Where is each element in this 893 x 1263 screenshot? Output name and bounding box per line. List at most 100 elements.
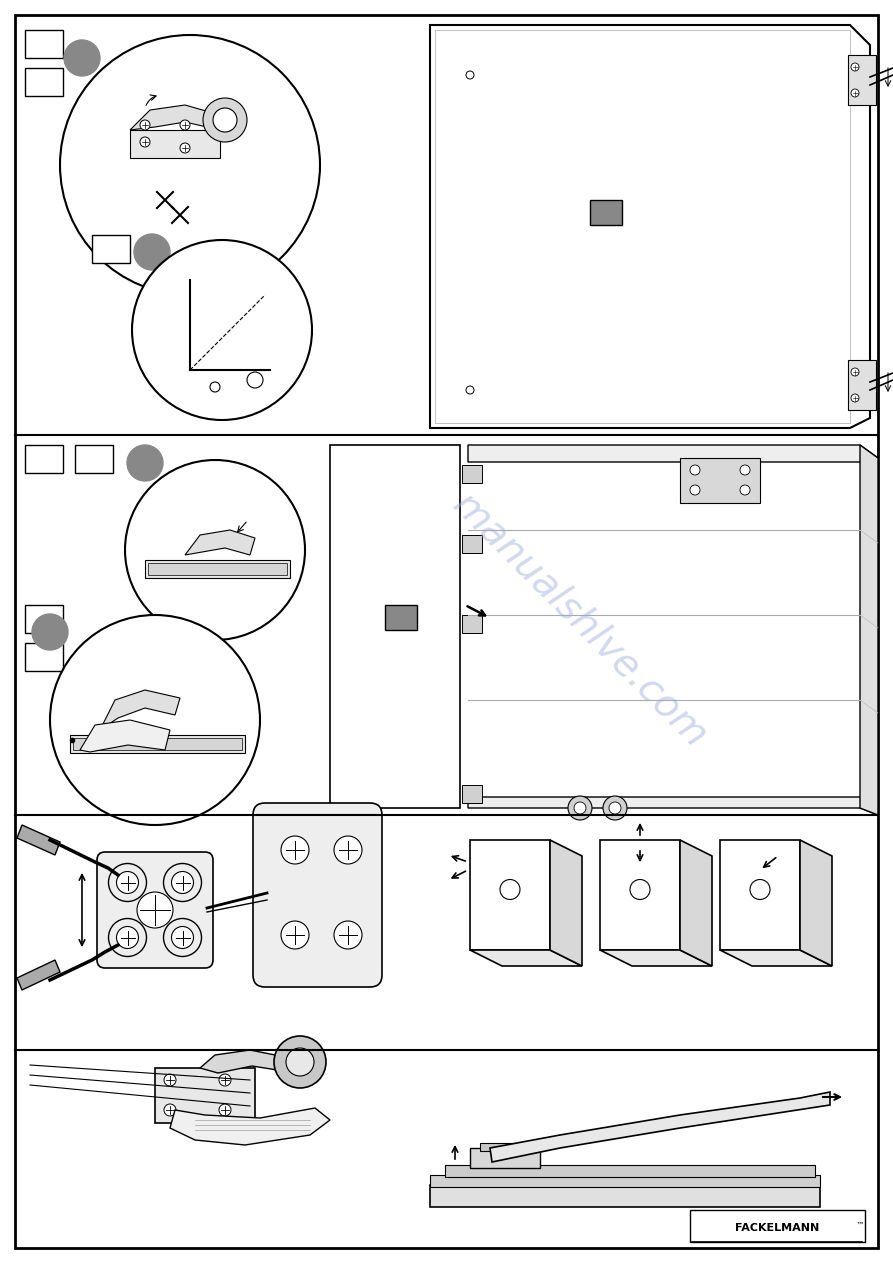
Bar [92, 235, 130, 263]
Circle shape [219, 1104, 231, 1116]
Polygon shape [550, 840, 582, 966]
FancyBboxPatch shape [253, 803, 382, 986]
Circle shape [740, 485, 750, 495]
Circle shape [64, 40, 100, 76]
Bar [25, 445, 63, 474]
Circle shape [213, 109, 237, 133]
Bar [462, 615, 482, 633]
Bar [470, 1148, 540, 1168]
Bar [590, 200, 622, 225]
Circle shape [171, 871, 194, 893]
Circle shape [603, 796, 627, 820]
Circle shape [109, 918, 146, 956]
Circle shape [690, 485, 700, 495]
Polygon shape [470, 950, 582, 966]
Bar [462, 786, 482, 803]
Bar [690, 1210, 865, 1242]
Polygon shape [490, 1092, 830, 1162]
Circle shape [132, 240, 312, 421]
Circle shape [247, 373, 263, 388]
Circle shape [163, 864, 202, 902]
Bar [145, 560, 290, 578]
Bar [430, 1185, 820, 1207]
Circle shape [466, 71, 474, 80]
Circle shape [740, 465, 750, 475]
Polygon shape [330, 445, 460, 808]
Bar [848, 360, 876, 410]
Circle shape [32, 614, 68, 650]
Circle shape [125, 460, 305, 640]
Polygon shape [680, 840, 712, 966]
Circle shape [281, 921, 309, 949]
Bar [430, 1175, 820, 1187]
Circle shape [116, 927, 138, 949]
Polygon shape [600, 840, 680, 950]
Polygon shape [130, 105, 220, 130]
Bar [75, 445, 113, 474]
Polygon shape [720, 840, 800, 950]
Polygon shape [100, 690, 180, 730]
Text: ™: ™ [855, 1220, 864, 1229]
Circle shape [210, 381, 220, 392]
Polygon shape [185, 530, 255, 554]
Bar [73, 738, 242, 750]
Bar [462, 465, 482, 482]
Polygon shape [800, 840, 832, 966]
Polygon shape [468, 797, 878, 815]
Polygon shape [468, 445, 878, 475]
Polygon shape [17, 960, 60, 990]
Bar [462, 536, 482, 553]
Circle shape [286, 1048, 314, 1076]
Circle shape [568, 796, 592, 820]
Bar [385, 605, 417, 630]
Circle shape [609, 802, 621, 813]
Circle shape [851, 368, 859, 376]
Polygon shape [600, 950, 712, 966]
Polygon shape [860, 445, 878, 815]
Polygon shape [200, 1050, 290, 1074]
Bar [148, 563, 287, 575]
Circle shape [140, 120, 150, 130]
Circle shape [851, 63, 859, 71]
Bar [25, 30, 63, 58]
Bar [680, 458, 760, 503]
Polygon shape [80, 720, 170, 751]
Polygon shape [170, 1108, 330, 1146]
Bar [25, 643, 63, 671]
Circle shape [180, 120, 190, 130]
Circle shape [574, 802, 586, 813]
Circle shape [163, 918, 202, 956]
Circle shape [851, 394, 859, 402]
Circle shape [203, 99, 247, 141]
Circle shape [134, 234, 170, 270]
Circle shape [466, 386, 474, 394]
Text: manualshlve.com: manualshlve.com [445, 485, 715, 755]
Circle shape [171, 927, 194, 949]
Bar [445, 1164, 815, 1177]
Circle shape [50, 615, 260, 825]
Circle shape [851, 88, 859, 97]
Circle shape [140, 136, 150, 147]
Circle shape [164, 1074, 176, 1086]
Circle shape [334, 921, 362, 949]
Circle shape [500, 879, 520, 899]
Polygon shape [430, 25, 870, 428]
Polygon shape [17, 825, 60, 855]
Circle shape [180, 143, 190, 153]
Circle shape [274, 1036, 326, 1087]
FancyBboxPatch shape [97, 853, 213, 967]
Circle shape [690, 465, 700, 475]
Bar [25, 68, 63, 96]
Circle shape [116, 871, 138, 893]
Circle shape [281, 836, 309, 864]
Bar [155, 1068, 255, 1123]
Circle shape [60, 35, 320, 296]
Circle shape [109, 864, 146, 902]
Circle shape [137, 892, 173, 928]
Circle shape [127, 445, 163, 481]
Circle shape [750, 879, 770, 899]
Circle shape [334, 836, 362, 864]
Bar [848, 56, 876, 105]
Polygon shape [470, 840, 550, 950]
Text: FACKELMANN: FACKELMANN [735, 1223, 819, 1233]
